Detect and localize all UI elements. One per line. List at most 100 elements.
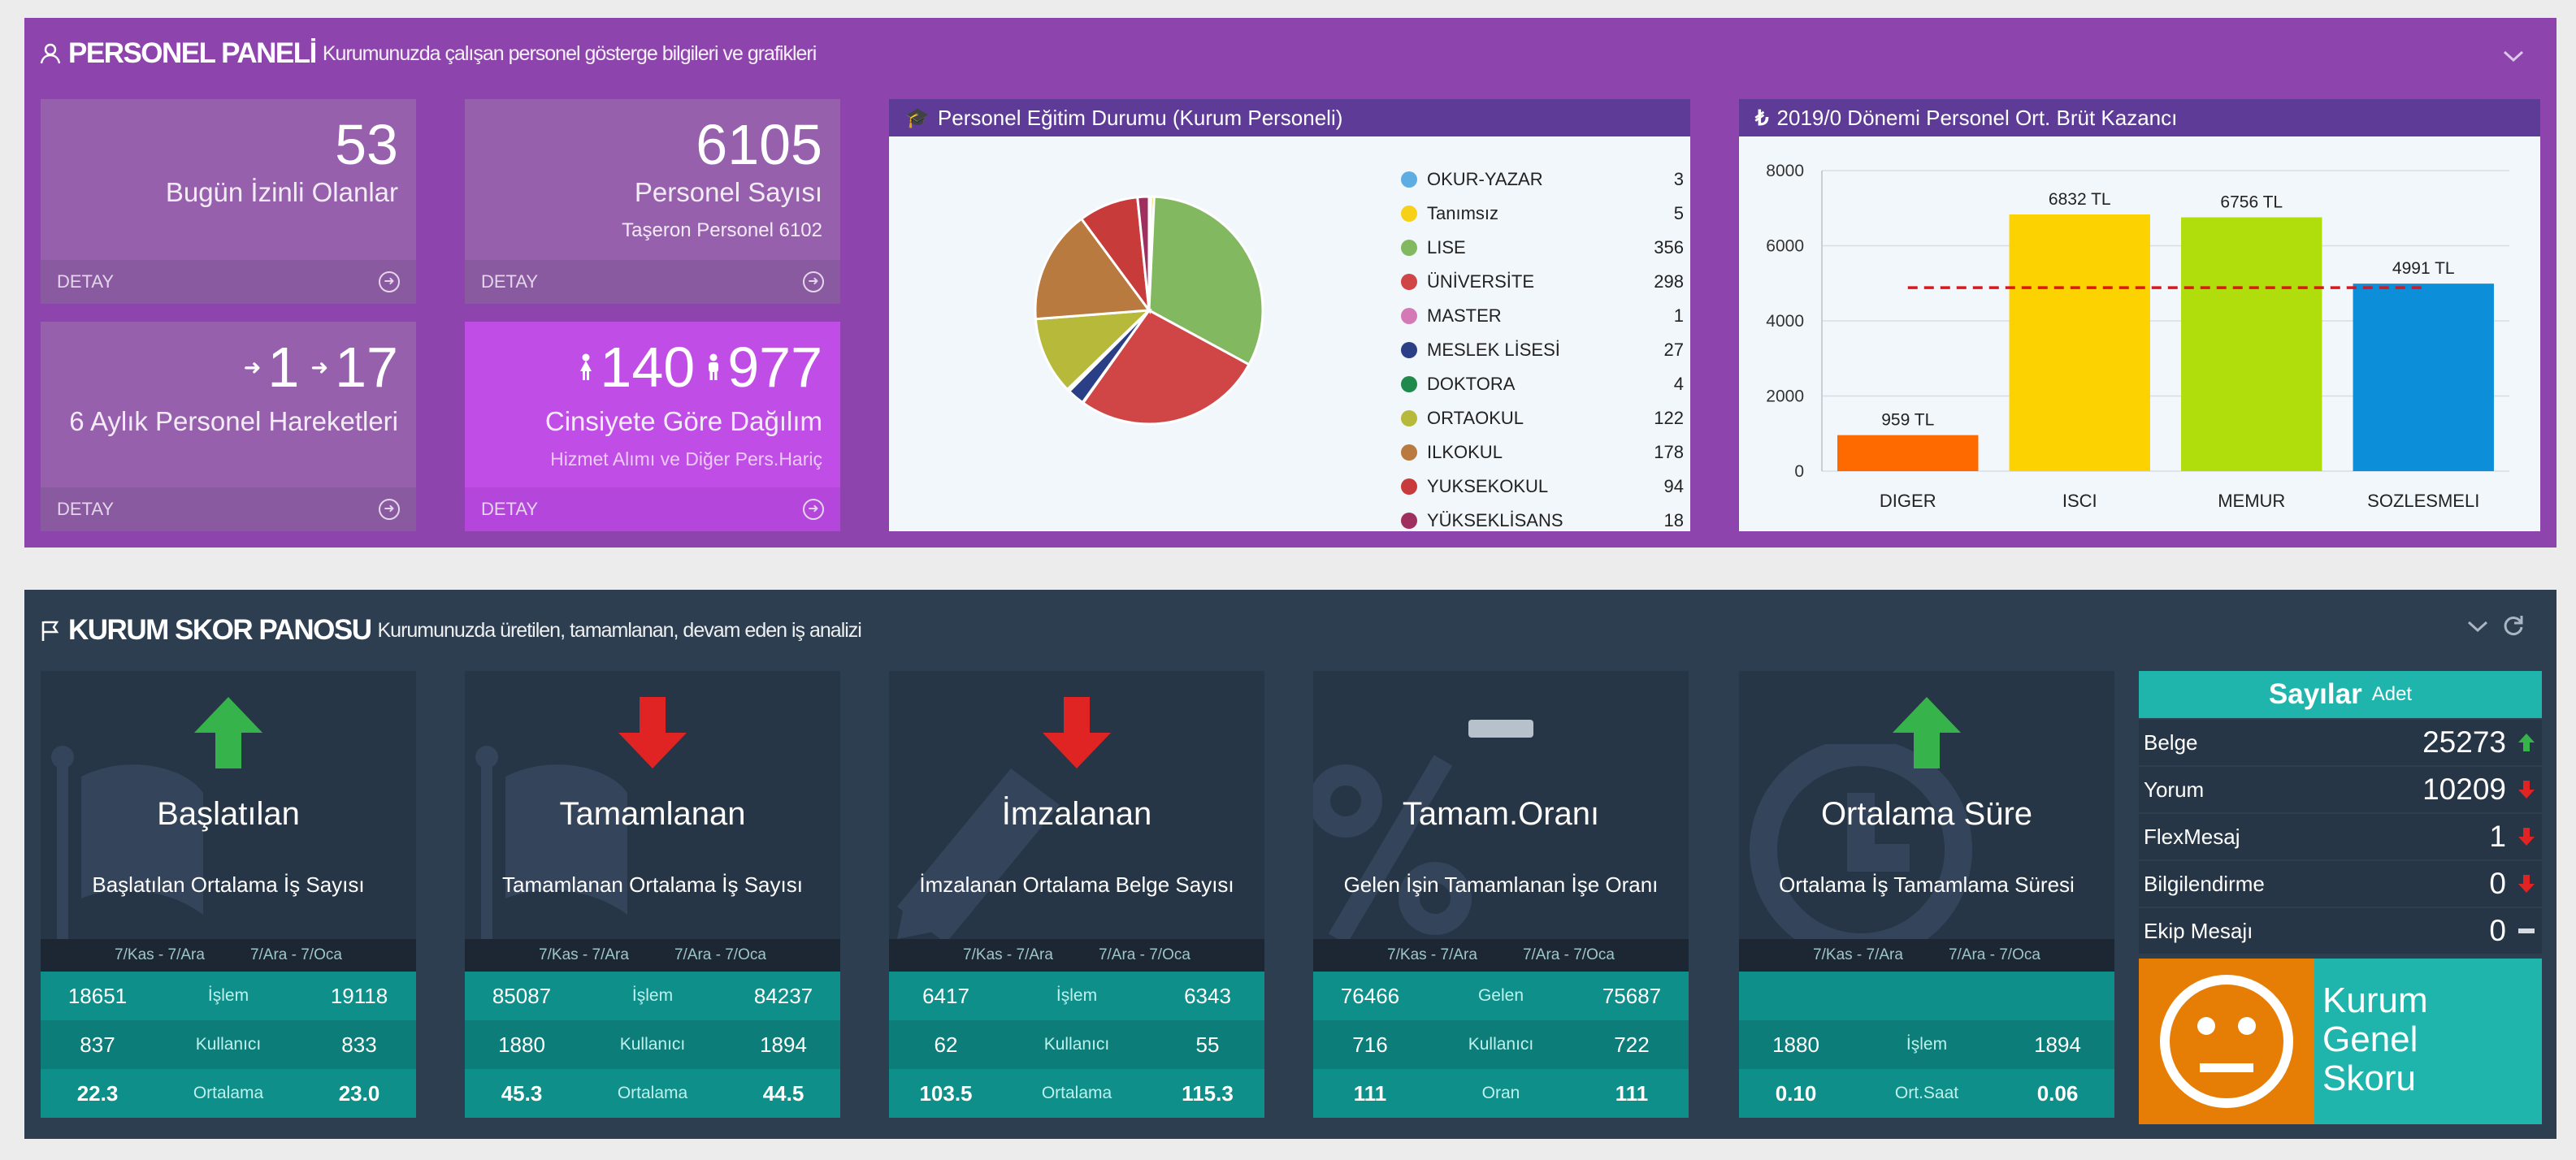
bar-sozlesmeli[interactable] xyxy=(2353,284,2494,471)
card-stat-row: 6417 İşlem 6343 xyxy=(889,972,1264,1020)
stat-curr: 23.0 xyxy=(338,1080,380,1106)
legend-item[interactable]: ILKOKUL 178 xyxy=(1401,435,1684,470)
stat-curr: 6343 xyxy=(1184,983,1231,1008)
sayilar-row-label: Bilgilendirme xyxy=(2144,871,2265,896)
legend-value: 122 xyxy=(1654,408,1684,428)
bar-isci[interactable] xyxy=(2009,214,2150,471)
bar-value-label: 4991 TL xyxy=(2392,259,2455,278)
period-curr: 7/Ara - 7/Oca xyxy=(674,946,766,963)
legend-item[interactable]: DOKTORA 4 xyxy=(1401,367,1684,401)
sayilar-row-trend xyxy=(2516,825,2537,848)
legend-label: LISE xyxy=(1427,237,1466,258)
pie-slice-ilkokul[interactable] xyxy=(1034,217,1151,321)
legend-value: 1 xyxy=(1673,305,1684,326)
score-card-3[interactable]: İmzalanan İmzalanan Ortalama Belge Sayıs… xyxy=(889,671,1264,1118)
collapse-chevron-icon[interactable] xyxy=(2465,614,2490,638)
personel-sayisi-detay-link[interactable]: DETAY ➜ xyxy=(465,260,840,304)
period-curr: 7/Ara - 7/Oca xyxy=(1948,946,2040,963)
legend-item[interactable]: LISE 356 xyxy=(1401,231,1684,265)
tile-izinli: 53 Bugün İzinli Olanlar DETAY ➜ xyxy=(41,99,416,304)
tile-personel-sayisi: 6105 Personel Sayısı Taşeron Personel 61… xyxy=(465,99,840,304)
score-card-4[interactable]: Tamam.Oranı Gelen İşin Tamamlanan İşe Or… xyxy=(1313,671,1689,1118)
user-icon xyxy=(40,43,61,64)
stat-prev: 6417 xyxy=(922,983,969,1008)
bar-memur[interactable] xyxy=(2181,217,2322,471)
stat-curr: 833 xyxy=(341,1032,377,1057)
card-title: Tamamlanan xyxy=(559,796,746,832)
kazanc-chart: ₺ 2019/0 Dönemi Personel Ort. Brüt Kazan… xyxy=(1739,99,2540,531)
refresh-icon[interactable] xyxy=(2501,612,2526,637)
legend-dot xyxy=(1401,444,1417,461)
card-stat-row: 45.3 Ortalama 44.5 xyxy=(465,1069,840,1118)
stat-prev: 45.3 xyxy=(501,1080,543,1106)
izinli-count: 53 xyxy=(335,113,398,176)
stat-prev: 62 xyxy=(934,1032,958,1057)
card-stat-row: 103.5 Ortalama 115.3 xyxy=(889,1069,1264,1118)
card-background-icon xyxy=(889,744,1133,959)
card-background-icon xyxy=(1313,744,1557,959)
legend-value: 298 xyxy=(1654,271,1684,292)
sayilar-row-label: FlexMesaj xyxy=(2144,824,2240,849)
score-card-2[interactable]: Tamamlanan Tamamlanan Ortalama İş Sayısı… xyxy=(465,671,840,1118)
period-prev: 7/Kas - 7/Ara xyxy=(1813,946,1903,963)
trend-down-arrow-icon xyxy=(2518,828,2535,846)
legend-item[interactable]: MESLEK LİSESİ 27 xyxy=(1401,333,1684,367)
legend-item[interactable]: YÜKSEKLİSANS 18 xyxy=(1401,504,1684,538)
stat-curr: 55 xyxy=(1195,1032,1220,1057)
legend-dot xyxy=(1401,240,1417,256)
kurum-genel-skoru[interactable]: Kurum Genel Skoru xyxy=(2139,959,2542,1124)
legend-item[interactable]: Tanımsız 5 xyxy=(1401,197,1684,231)
izinli-detay-link[interactable]: DETAY ➜ xyxy=(41,260,416,304)
arrow-right-circle-icon: ➜ xyxy=(379,499,400,520)
sayilar-row-value: 0 xyxy=(2489,914,2506,947)
stat-prev: 837 xyxy=(80,1032,115,1057)
period-curr: 7/Ara - 7/Oca xyxy=(1098,946,1190,963)
legend-item[interactable]: YUKSEKOKUL 94 xyxy=(1401,470,1684,504)
pie-slice-ortaokul[interactable] xyxy=(1034,309,1153,392)
card-stat-row: 716 Kullanıcı 722 xyxy=(1313,1020,1689,1069)
sayilar-row[interactable]: Belge 25273 xyxy=(2139,718,2542,765)
tile-cinsiyet: 140 977 Cinsiyete Göre Dağılım Hizmet Al… xyxy=(465,322,840,531)
legend-item[interactable]: MASTER 1 xyxy=(1401,299,1684,333)
pie-slice--ni-versi-te[interactable] xyxy=(1081,309,1251,426)
legend-item[interactable]: OKUR-YAZAR 3 xyxy=(1401,162,1684,197)
card-stat-row: 85087 İşlem 84237 xyxy=(465,972,840,1020)
male-icon xyxy=(709,353,719,380)
egitim-legend: OKUR-YAZAR 3 Tanımsız 5 LISE 356 ÜNİVERSİTE 298… xyxy=(1401,162,1684,538)
cinsiyet-detay-link[interactable]: DETAY ➜ xyxy=(465,487,840,531)
stat-prev: 85087 xyxy=(492,983,552,1008)
legend-label: MESLEK LİSESİ xyxy=(1427,340,1560,360)
score-card-5[interactable]: Ortalama Süre Ortalama İş Tamamlama Süre… xyxy=(1739,671,2114,1118)
personel-count: 6105 xyxy=(696,113,822,176)
sayilar-row[interactable]: Bilgilendirme 0 xyxy=(2139,859,2542,907)
legend-dot xyxy=(1401,308,1417,324)
sayilar-row[interactable]: Ekip Mesajı 0 xyxy=(2139,907,2542,954)
stat-prev: 22.3 xyxy=(76,1080,119,1106)
legend-dot xyxy=(1401,171,1417,188)
hareket-detay-link[interactable]: DETAY ➜ xyxy=(41,487,416,531)
taseron-info: Taşeron Personel 6102 xyxy=(622,219,822,242)
percent-icon xyxy=(1313,755,1472,945)
pie-slice-lise[interactable] xyxy=(1147,195,1264,366)
card-stat-row: 76466 Gelen 75687 xyxy=(1313,972,1689,1020)
legend-item[interactable]: ÜNİVERSİTE 298 xyxy=(1401,265,1684,299)
collapse-chevron-icon[interactable] xyxy=(2501,44,2526,68)
sayilar-row-trend xyxy=(2516,778,2537,801)
sayilar-row[interactable]: FlexMesaj 1 xyxy=(2139,812,2542,859)
legend-item[interactable]: ORTAOKUL 122 xyxy=(1401,401,1684,435)
sayilar-row[interactable]: Yorum 10209 xyxy=(2139,765,2542,812)
personel-panel-header: PERSONEL PANELİ Kurumunuzda çalışan pers… xyxy=(39,37,817,70)
pie-slice-y-ksekli-sans[interactable] xyxy=(1136,195,1151,311)
detay-label: DETAY xyxy=(481,499,539,519)
sayilar-row-trend xyxy=(2516,920,2537,942)
bar-diger[interactable] xyxy=(1837,435,1979,471)
y-tick-label: 6000 xyxy=(1766,237,1804,256)
score-card-1[interactable]: Başlatılan Başlatılan Ortalama İş Sayısı… xyxy=(41,671,416,1118)
sayilar-row-label: Yorum xyxy=(2144,777,2205,802)
trend-flat-icon xyxy=(1468,720,1533,738)
skor-panel-subtitle: Kurumunuzda üretilen, tamamlanan, devam … xyxy=(377,618,861,642)
trend-flat-icon xyxy=(2518,928,2535,933)
hareket-in-count: 1 xyxy=(267,335,300,399)
legend-label: OKUR-YAZAR xyxy=(1427,169,1543,189)
card-description: Gelen İşin Tamamlanan İşe Oranı xyxy=(1343,872,1659,897)
